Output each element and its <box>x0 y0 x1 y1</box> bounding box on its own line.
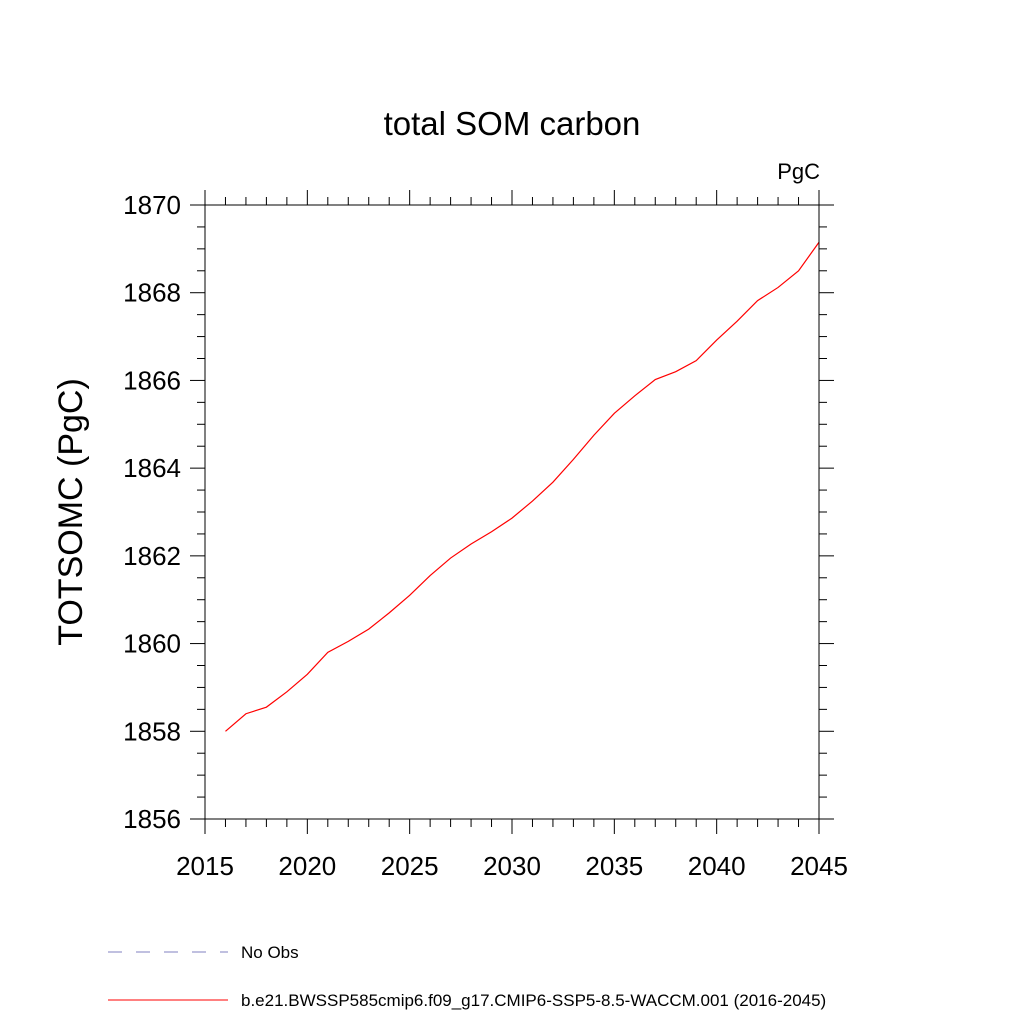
x-tick-label: 2040 <box>688 851 746 881</box>
x-tick-label: 2020 <box>278 851 336 881</box>
x-tick-label: 2035 <box>585 851 643 881</box>
series-layer <box>225 241 820 732</box>
x-tick-label: 2045 <box>790 851 848 881</box>
y-tick-label: 1860 <box>123 629 181 659</box>
legend-label-no-obs: No Obs <box>241 943 299 962</box>
x-tick-label: 2025 <box>381 851 439 881</box>
y-tick-label: 1864 <box>123 453 181 483</box>
series-line-0 <box>225 241 820 732</box>
y-tick-label: 1856 <box>123 804 181 834</box>
x-tick-label: 2015 <box>176 851 234 881</box>
chart-title: total SOM carbon <box>384 105 641 142</box>
y-tick-label: 1870 <box>123 190 181 220</box>
y-tick-label: 1858 <box>123 716 181 746</box>
y-tick-label: 1868 <box>123 278 181 308</box>
y-tick-label: 1866 <box>123 365 181 395</box>
plot-frame <box>204 204 820 820</box>
legend-label-model-run: b.e21.BWSSP585cmip6.f09_g17.CMIP6-SSP5-8… <box>241 991 826 1010</box>
legend: No Obs b.e21.BWSSP585cmip6.f09_g17.CMIP6… <box>108 943 826 1010</box>
axis-ticks: 2015 2020 2025 2030 2035 2040 2045 1856 1858 1860… <box>123 190 848 881</box>
x-tick-label: 2030 <box>483 851 541 881</box>
y-axis-label: TOTSOMC (PgC) <box>52 378 90 646</box>
units-label: PgC <box>777 159 820 184</box>
y-tick-label: 1862 <box>123 541 181 571</box>
